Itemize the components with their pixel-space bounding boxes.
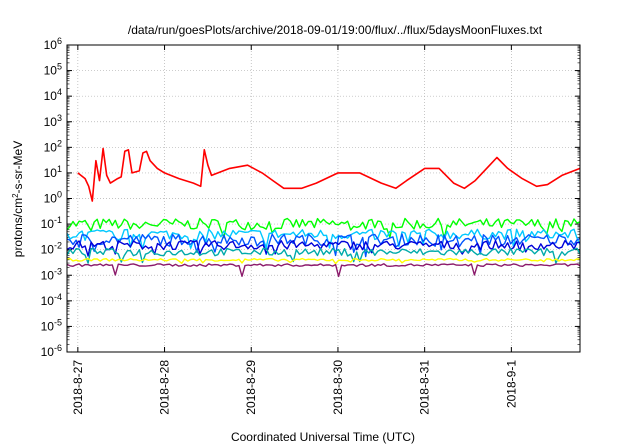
plot-frame	[66, 44, 581, 353]
x-tick-label: 2018-8-28	[158, 360, 172, 415]
y-tick-label: 106	[44, 36, 62, 52]
y-tick-label: 104	[44, 87, 62, 103]
x-tick-label: 2018-8-27	[71, 360, 85, 415]
y-tick-label: 101	[44, 164, 62, 180]
y-tick-label: 10-2	[41, 241, 62, 257]
grid	[67, 45, 580, 352]
series-line-6	[66, 247, 581, 264]
x-tick-label: 2018-8-31	[418, 360, 432, 415]
chart-title: /data/run/goesPlots/archive/2018-09-01/1…	[128, 23, 543, 37]
y-tick-label: 10-6	[41, 343, 62, 359]
x-axis-ticks: 2018-8-27 2018-8-28 2018-8-29 2018-8-30 2018…	[71, 45, 518, 415]
y-tick-label: 100	[44, 190, 62, 206]
y-axis-ticks: 106 105 104 103 102 101 100 10-1 10-2 10-3 10-4 10-…	[41, 36, 580, 359]
y-axis-label: protons/cm2-s-sr-MeV	[11, 141, 25, 257]
series-line-1	[77, 147, 581, 202]
series-line-3	[66, 228, 581, 250]
x-tick-label: 2018-8-29	[244, 360, 258, 415]
x-tick-label: 2018-9-1	[504, 360, 518, 408]
y-tick-label: 10-1	[41, 215, 62, 231]
series-lines	[66, 147, 581, 278]
series-line-2	[66, 217, 581, 240]
y-tick-label: 10-3	[41, 266, 62, 282]
y-tick-label: 10-4	[41, 292, 62, 308]
series-line-5	[66, 239, 581, 257]
y-tick-label: 105	[44, 62, 62, 78]
x-tick-label: 2018-8-30	[331, 360, 345, 415]
series-line-7	[66, 257, 581, 265]
y-tick-label: 10-5	[41, 317, 62, 333]
y-tick-label: 102	[44, 138, 62, 154]
series-line-8	[66, 263, 581, 278]
y-tick-label: 103	[44, 113, 62, 129]
x-axis-label: Coordinated Universal Time (UTC)	[231, 430, 415, 444]
